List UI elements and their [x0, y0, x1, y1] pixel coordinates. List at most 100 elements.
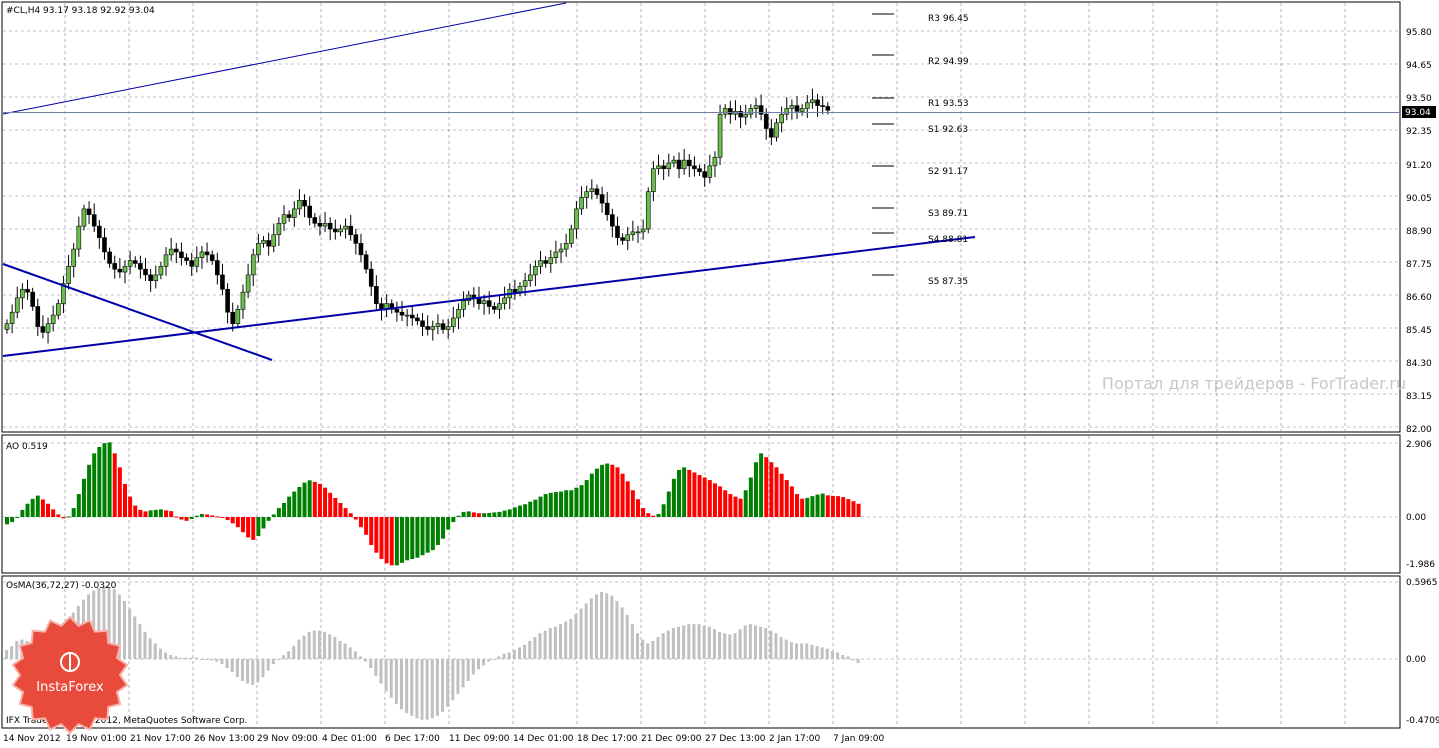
osma-bar: [492, 659, 496, 660]
candle-body: [440, 323, 446, 330]
ao-bar: [76, 494, 81, 517]
candle-body: [743, 113, 749, 118]
candle-body: [199, 251, 205, 258]
candle-body: [138, 263, 143, 270]
osma-bar: [122, 600, 126, 659]
grid-lines: [3, 3, 1399, 727]
osma-bar: [307, 631, 311, 659]
candle-body: [543, 260, 548, 264]
osma-bar: [441, 659, 445, 712]
candle-body: [107, 251, 112, 264]
ao-bar: [815, 494, 820, 517]
ao-bar: [856, 503, 861, 517]
ao-bar: [415, 517, 420, 558]
ao-bar: [518, 505, 522, 517]
ao-bar: [61, 517, 66, 519]
osma-bar: [102, 586, 106, 659]
osma-bar: [707, 626, 711, 659]
time-axis-label: 14 Dec 01:00: [513, 734, 574, 744]
ao-bar: [461, 511, 466, 517]
upper-trendline[interactable]: [2, 2, 567, 115]
instaforex-logo: InstaForex: [11, 615, 129, 735]
candle-body: [558, 248, 564, 253]
candle-body: [748, 108, 754, 115]
ao-bar: [630, 490, 635, 517]
ao-bar: [297, 486, 302, 517]
osma-bar: [374, 659, 378, 676]
time-axis-label: 2 Jan 17:00: [769, 734, 821, 744]
candle-body: [769, 128, 774, 138]
osma-bar: [497, 656, 501, 659]
candle-body: [599, 194, 605, 204]
logo-text: InstaForex: [36, 680, 104, 695]
support-trendline[interactable]: [2, 236, 976, 357]
ao-bar: [164, 510, 169, 517]
candle-body: [671, 159, 677, 164]
osma-bar: [697, 624, 701, 659]
osma-bar: [153, 643, 157, 659]
time-axis-label: 21 Dec 09:00: [641, 734, 702, 744]
ao-bar: [92, 453, 97, 517]
ao-bar: [841, 497, 846, 517]
candle-body: [707, 165, 713, 178]
candle-body: [651, 168, 656, 192]
candle-body: [312, 217, 318, 224]
ao-bar: [71, 508, 76, 517]
osma-bar: [507, 652, 511, 659]
ao-bar: [379, 517, 384, 560]
time-axis-label: 19 Nov 01:00: [66, 734, 127, 744]
copyright-text: IFX Trader, © 2001-2012, MetaQuotes Soft…: [6, 716, 247, 726]
candle-body: [738, 111, 743, 118]
candle-body: [579, 197, 584, 210]
osma-bar: [764, 628, 768, 659]
ao-bar: [784, 480, 789, 517]
osma-bar: [358, 656, 362, 659]
pivot-label-s1: S1 92.63: [928, 125, 968, 135]
osma-bar: [92, 590, 96, 659]
ao-bar: [430, 517, 435, 551]
ao-bar: [194, 515, 199, 517]
ao-bar: [225, 517, 230, 521]
osma-bar: [661, 633, 665, 659]
candle-body: [574, 208, 579, 230]
ao-bar: [358, 517, 363, 528]
ao-bar: [394, 517, 399, 566]
candle-body: [66, 266, 71, 284]
osma-bar: [256, 659, 260, 683]
price-axis-label: 93.50: [1406, 94, 1432, 104]
osma-bar: [97, 588, 101, 659]
ao-bar: [600, 464, 605, 517]
osma-bar: [759, 626, 763, 659]
ao-bar: [800, 498, 805, 517]
osma-bar: [394, 659, 398, 705]
ao-bar: [712, 483, 717, 517]
osma-bar: [528, 640, 532, 659]
ao-bar: [282, 502, 287, 517]
time-axis-label: 26 Nov 13:00: [194, 734, 255, 744]
ao-bar: [825, 495, 830, 517]
candle-body: [220, 274, 225, 290]
ao-axis-label: 0.00: [1406, 513, 1426, 523]
ao-bar: [574, 487, 579, 517]
ao-bar: [559, 491, 564, 517]
candle-body: [451, 317, 456, 327]
osma-bar: [815, 646, 819, 659]
ao-bar: [487, 512, 492, 517]
candle-body: [804, 102, 810, 109]
ao-bar: [205, 514, 210, 517]
ao-bar: [779, 473, 784, 517]
osma-bar: [584, 603, 588, 659]
osma-bar: [466, 659, 470, 681]
candle-body: [374, 286, 379, 304]
osma-bar: [800, 643, 804, 659]
ao-bar: [51, 509, 56, 517]
descending-trendline[interactable]: [2, 263, 273, 361]
candle-body: [702, 171, 707, 178]
ao-bar: [512, 507, 517, 517]
candle-body: [502, 297, 507, 304]
ao-panel-title: AO 0.519: [6, 442, 48, 452]
osma-bar: [682, 625, 686, 659]
ao-bar: [692, 472, 697, 517]
